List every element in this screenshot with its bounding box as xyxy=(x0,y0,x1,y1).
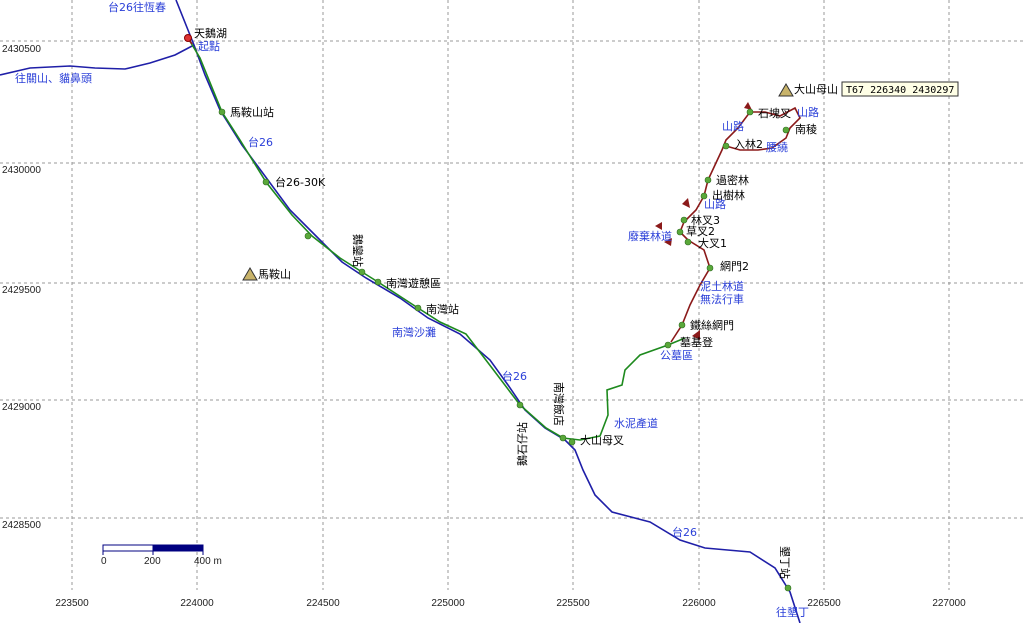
label-tai26-a: 台26 xyxy=(248,135,273,149)
label-k30: 台26-30K xyxy=(275,175,326,189)
label-nanwan-beach: 南灣沙灘 xyxy=(392,326,436,339)
road-west xyxy=(0,44,195,76)
y-axis-labels: 2430500 2430000 2429500 2429000 2428500 xyxy=(2,44,41,531)
road-tai26 xyxy=(175,0,801,623)
label-maanshan-station: 馬鞍山站 xyxy=(230,105,274,119)
x-axis-labels: 223500 224000 224500 225000 225500 22600… xyxy=(55,598,966,609)
label-abandoned-road: 廢棄林道 xyxy=(628,229,672,243)
label-nanwan-rest: 南灣遊憩區 xyxy=(386,276,441,290)
x-tick: 226000 xyxy=(682,598,716,609)
label-mountain-road-left: 山路 xyxy=(722,120,744,133)
label-mountain-road-mid: 山路 xyxy=(704,198,726,211)
label-fork1: 大叉1 xyxy=(698,236,727,250)
waypoints xyxy=(218,108,792,592)
label-dashimushan: 大山母山 xyxy=(794,82,838,96)
x-tick: 225500 xyxy=(556,598,590,609)
label-maanshan: 馬鞍山 xyxy=(258,267,291,281)
coordinate-box xyxy=(841,81,959,97)
x-tick: 227000 xyxy=(932,598,966,609)
y-tick: 2430000 xyxy=(2,165,41,176)
label-net-gate2: 網門2 xyxy=(720,259,749,273)
label-station-vertical: 鵝鑾站 xyxy=(351,234,365,267)
label-start-point: 起點 xyxy=(198,40,220,53)
label-cemetery-stairs: 墓基登 xyxy=(680,335,713,349)
label-traverse: 腰繞 xyxy=(766,141,788,154)
x-tick: 226500 xyxy=(807,598,841,609)
label-kenting-store: 墾丁站 xyxy=(778,546,792,579)
x-tick: 223500 xyxy=(55,598,89,609)
label-cement-road: 水泥產道 xyxy=(614,416,658,430)
label-stone-rock: 鵝石仔站 xyxy=(515,422,529,466)
label-dashimu-junction: 大山母叉 xyxy=(580,433,624,447)
label-enter-forest2: 入林2 xyxy=(734,137,763,151)
route-red-mountain xyxy=(670,106,801,343)
label-south-ridge: 南稜 xyxy=(795,123,817,136)
label-cemetery: 公墓區 xyxy=(660,349,693,362)
summit-peak-icon xyxy=(778,83,794,97)
x-tick: 225000 xyxy=(431,598,465,609)
label-nanwan-station: 南灣站 xyxy=(426,302,459,316)
route-green xyxy=(187,37,686,441)
label-iron-gate: 鐵絲網門 xyxy=(690,318,734,332)
scale-bar: 0 200 400 m xyxy=(101,544,222,567)
label-stone-fork: 石塊叉 xyxy=(758,107,791,120)
coordinate-readout: T67 226340 2430297 xyxy=(846,85,954,96)
x-tick: 224000 xyxy=(180,598,214,609)
y-tick: 2429000 xyxy=(2,402,41,413)
label-past-forest: 過密林 xyxy=(716,173,749,187)
peak-icon xyxy=(242,267,258,281)
label-no-vehicle: 無法行車 xyxy=(700,292,744,306)
grid-lines xyxy=(0,0,1024,590)
label-to-guanshan: 往關山、貓鼻頭 xyxy=(15,71,92,85)
scale-label-200: 200 xyxy=(144,556,161,567)
label-mountain-road-right: 山路 xyxy=(797,106,819,119)
scale-label-400: 400 m xyxy=(194,556,222,567)
label-tai26-b: 台26 xyxy=(502,369,527,383)
y-tick: 2430500 xyxy=(2,44,41,55)
label-mud-forest-road: 泥土林道 xyxy=(700,279,744,293)
scale-label-0: 0 xyxy=(101,556,107,567)
x-tick: 224500 xyxy=(306,598,340,609)
label-tianyahu: 天鵝湖 xyxy=(194,26,227,40)
road-labels: 台26往恆春 往關山、貓鼻頭 起點 台26 南灣沙灘 台26 水泥產道 公墓區 … xyxy=(15,0,819,619)
label-tree-grove: 出樹林 xyxy=(712,188,745,202)
place-labels: 天鵝湖 馬鞍山站 台26-30K 馬鞍山 南灣遊憩區 南灣站 大山母叉 墓基登 … xyxy=(194,26,838,447)
direction-arrows xyxy=(655,102,752,340)
label-grass-fork2: 草叉2 xyxy=(686,225,715,238)
label-nanwan-store: 南灣飯店 xyxy=(552,382,566,426)
label-tai26-hengchun: 台26往恆春 xyxy=(108,0,166,14)
y-tick: 2428500 xyxy=(2,520,41,531)
y-tick: 2429500 xyxy=(2,285,41,296)
label-forest-fork3: 林叉3 xyxy=(691,213,720,227)
label-to-kenting: 往墾丁 xyxy=(776,605,809,619)
label-tai26-c: 台26 xyxy=(672,525,697,539)
start-point-marker xyxy=(184,34,192,42)
